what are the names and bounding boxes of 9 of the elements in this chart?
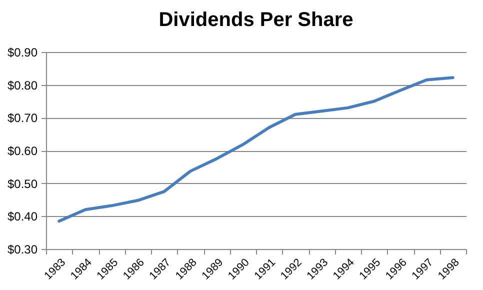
chart-title: Dividends Per Share — [158, 9, 354, 31]
y-tick-label: $0.50 — [7, 176, 38, 191]
y-tick-label: $0.40 — [7, 210, 38, 224]
y-tick-label: $0.90 — [7, 46, 38, 60]
line-series — [58, 76, 454, 223]
y-tick-label: $0.80 — [7, 78, 38, 92]
y-tick-label: $0.30 — [7, 242, 38, 256]
y-tick-label: $0.60 — [7, 144, 38, 158]
y-tick-label: $0.70 — [7, 111, 38, 126]
